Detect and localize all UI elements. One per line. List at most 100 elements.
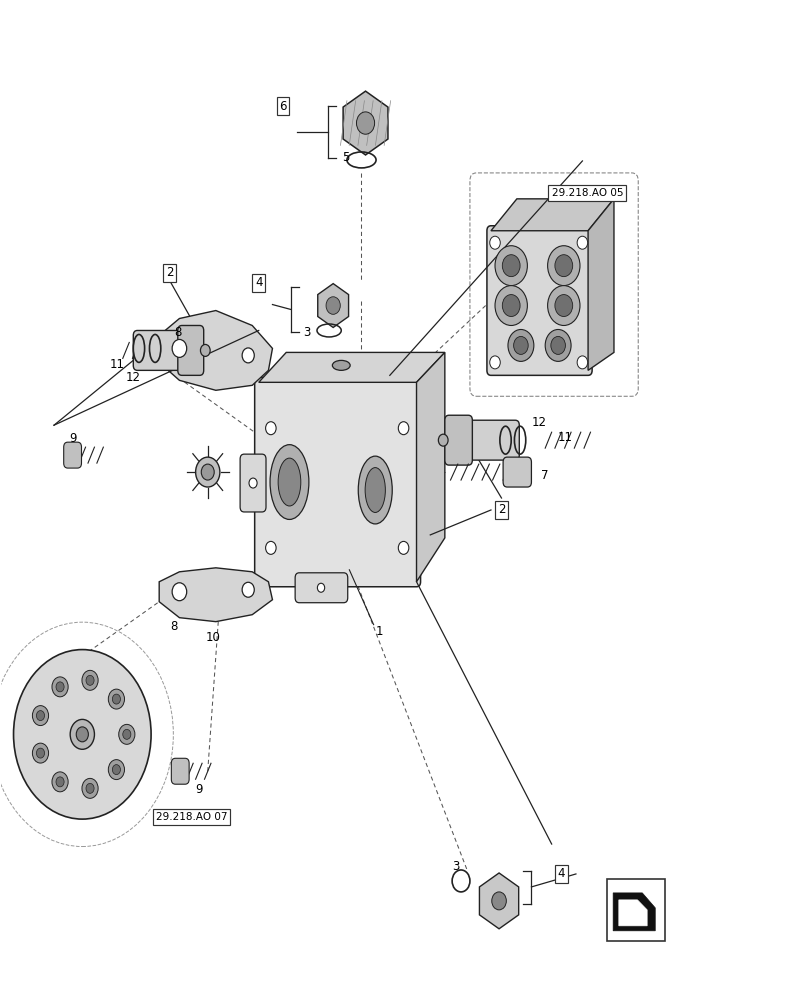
Ellipse shape xyxy=(544,329,570,361)
FancyBboxPatch shape xyxy=(171,758,189,784)
Text: 8: 8 xyxy=(174,326,182,339)
Text: 3: 3 xyxy=(452,860,459,873)
Polygon shape xyxy=(343,91,388,155)
Polygon shape xyxy=(612,893,654,931)
Ellipse shape xyxy=(108,689,124,709)
Polygon shape xyxy=(587,199,613,370)
Polygon shape xyxy=(478,873,518,929)
Ellipse shape xyxy=(265,422,276,435)
FancyBboxPatch shape xyxy=(178,325,204,375)
Ellipse shape xyxy=(200,344,210,356)
Ellipse shape xyxy=(52,772,68,792)
Text: 29.218.AO 07: 29.218.AO 07 xyxy=(156,812,227,822)
Text: 11: 11 xyxy=(109,358,124,371)
Text: 4: 4 xyxy=(557,867,564,880)
Ellipse shape xyxy=(32,706,49,726)
FancyBboxPatch shape xyxy=(503,457,530,487)
Ellipse shape xyxy=(513,336,527,354)
Text: 8: 8 xyxy=(169,620,178,633)
Ellipse shape xyxy=(108,760,124,780)
Ellipse shape xyxy=(577,236,587,249)
Ellipse shape xyxy=(508,329,533,361)
Ellipse shape xyxy=(317,583,324,592)
FancyBboxPatch shape xyxy=(444,415,472,465)
Ellipse shape xyxy=(172,583,187,601)
Ellipse shape xyxy=(112,765,120,775)
Text: 6: 6 xyxy=(279,100,286,113)
FancyBboxPatch shape xyxy=(294,573,347,603)
Ellipse shape xyxy=(56,777,64,787)
Ellipse shape xyxy=(86,783,94,793)
Ellipse shape xyxy=(86,675,94,685)
Ellipse shape xyxy=(32,743,49,763)
FancyBboxPatch shape xyxy=(606,879,664,941)
Ellipse shape xyxy=(489,236,500,249)
Text: 1: 1 xyxy=(375,625,383,638)
Text: 10: 10 xyxy=(206,631,221,644)
Polygon shape xyxy=(491,199,613,231)
Ellipse shape xyxy=(356,112,374,134)
Ellipse shape xyxy=(365,468,385,512)
Ellipse shape xyxy=(118,724,135,744)
Text: 7: 7 xyxy=(541,469,548,482)
Ellipse shape xyxy=(36,748,45,758)
Ellipse shape xyxy=(554,255,572,277)
Ellipse shape xyxy=(242,348,254,363)
Ellipse shape xyxy=(502,295,520,317)
Ellipse shape xyxy=(489,356,500,369)
Ellipse shape xyxy=(172,339,187,357)
Text: 29.218.AO 05: 29.218.AO 05 xyxy=(551,188,622,198)
Ellipse shape xyxy=(491,892,506,910)
Ellipse shape xyxy=(82,778,98,798)
Ellipse shape xyxy=(577,356,587,369)
Ellipse shape xyxy=(326,297,340,314)
Text: 9: 9 xyxy=(195,783,202,796)
Ellipse shape xyxy=(70,719,94,749)
Polygon shape xyxy=(317,284,348,327)
Ellipse shape xyxy=(265,541,276,554)
Ellipse shape xyxy=(76,727,88,742)
Ellipse shape xyxy=(14,650,151,819)
FancyBboxPatch shape xyxy=(255,377,420,587)
FancyBboxPatch shape xyxy=(63,442,81,468)
Ellipse shape xyxy=(278,458,300,506)
Polygon shape xyxy=(159,311,272,390)
Ellipse shape xyxy=(554,295,572,317)
Ellipse shape xyxy=(550,336,564,354)
Text: 12: 12 xyxy=(531,416,547,429)
Polygon shape xyxy=(259,352,444,382)
Ellipse shape xyxy=(82,670,98,690)
Ellipse shape xyxy=(201,464,214,480)
Ellipse shape xyxy=(438,434,448,446)
Text: 11: 11 xyxy=(557,431,573,444)
Ellipse shape xyxy=(270,445,308,519)
Ellipse shape xyxy=(249,478,257,488)
Ellipse shape xyxy=(36,711,45,721)
Text: 3: 3 xyxy=(303,326,311,339)
Ellipse shape xyxy=(547,246,579,286)
Ellipse shape xyxy=(495,246,526,286)
Ellipse shape xyxy=(398,422,408,435)
Ellipse shape xyxy=(547,286,579,325)
Ellipse shape xyxy=(195,457,220,487)
Text: 9: 9 xyxy=(69,432,76,445)
Ellipse shape xyxy=(122,729,131,739)
Ellipse shape xyxy=(358,456,392,524)
FancyBboxPatch shape xyxy=(462,420,519,460)
Polygon shape xyxy=(416,352,444,582)
Text: 4: 4 xyxy=(255,276,262,289)
Ellipse shape xyxy=(398,541,408,554)
Text: 2: 2 xyxy=(497,503,504,516)
Text: 12: 12 xyxy=(126,371,140,384)
Ellipse shape xyxy=(332,360,350,370)
FancyBboxPatch shape xyxy=(487,226,591,375)
Polygon shape xyxy=(159,568,272,622)
FancyBboxPatch shape xyxy=(133,330,186,370)
Ellipse shape xyxy=(112,694,120,704)
Ellipse shape xyxy=(495,286,526,325)
Ellipse shape xyxy=(52,677,68,697)
Text: 5: 5 xyxy=(342,151,350,164)
Ellipse shape xyxy=(56,682,64,692)
Text: 2: 2 xyxy=(165,266,174,279)
Ellipse shape xyxy=(502,255,520,277)
